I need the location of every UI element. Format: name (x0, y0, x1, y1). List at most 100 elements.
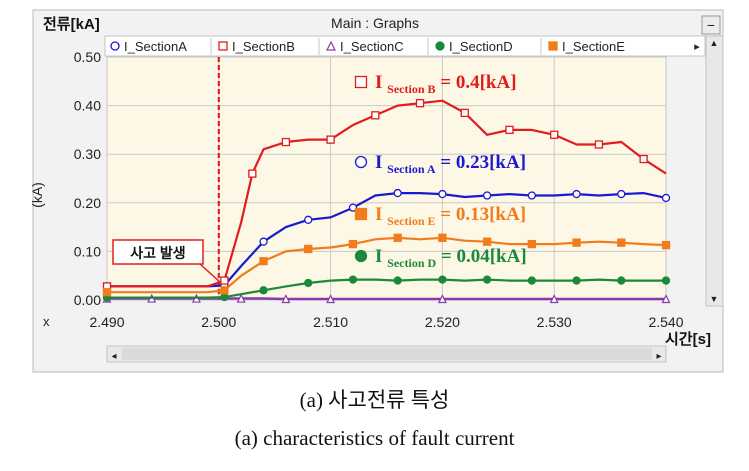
series-point-i-sectiond (527, 276, 536, 285)
x-tick-label: 2.530 (537, 314, 572, 330)
series-point-i-sectiona (661, 193, 671, 203)
y-tick-label: 0.00 (74, 292, 101, 308)
series-point-i-sectione (572, 238, 581, 247)
legend-label-i-sectiona: I_SectionA (124, 39, 187, 54)
series-line-i-sectiona (107, 192, 667, 288)
annotation-label: I Section E = 0.13[kA] (375, 204, 526, 228)
series-point-i-sectione (438, 233, 447, 242)
legend-marker-i-sectionb (218, 41, 228, 51)
series-point-i-sectione (348, 239, 358, 249)
series-point-i-sectionb (639, 154, 648, 164)
series-point-i-sectiond (572, 276, 581, 285)
scroll-down-icon[interactable]: ▼ (710, 294, 719, 304)
legend-label-i-sectione: I_SectionE (562, 39, 625, 54)
x-axis-marker: x (43, 314, 50, 329)
y-tick-label: 0.50 (74, 49, 101, 65)
fault-callout: 사고 발생 (112, 239, 222, 284)
annotation-label: I Section A = 0.23[kA] (375, 152, 526, 176)
series-point-i-sectiona (482, 191, 492, 200)
legend-label-i-sectionc: I_SectionC (340, 39, 404, 54)
y-tick-label: 0.10 (74, 243, 101, 259)
vertical-scrollbar[interactable]: ▲ ▼ (705, 35, 724, 307)
value-annotations: I Section B = 0.4[kA] I Section A = 0.23[… (354, 72, 527, 270)
caption-english: (a) characteristics of fault current (234, 426, 515, 450)
window-title: Main : Graphs (331, 15, 419, 31)
legend-bar (104, 35, 706, 57)
annotation-marker (354, 155, 368, 169)
fault-current-chart: 전류[kA] Main : Graphs − ▲ ▼ I_SectionA I_S… (29, 9, 724, 373)
x-tick-label: 2.490 (89, 314, 124, 330)
x-tick-label: 2.540 (648, 314, 683, 330)
y-axis-unit-label: (kA) (29, 182, 45, 208)
horizontal-scrollbar[interactable]: ◂ ▸ (106, 345, 667, 363)
series-point-i-sectionb (505, 125, 514, 135)
scroll-left-icon[interactable]: ◂ (111, 351, 116, 362)
annotation-marker (354, 75, 368, 89)
legend-label-i-sectionb: I_SectionB (232, 39, 295, 54)
annotation-i-sectiond: I Section D = 0.04[kA] (354, 246, 527, 270)
annotation-i-sectiona: I Section A = 0.23[kA] (354, 152, 526, 176)
series-point-i-sectionb (415, 99, 425, 108)
series-point-i-sectionc (326, 294, 336, 304)
annotation-marker (354, 249, 368, 263)
series-point-i-sectionb (550, 130, 559, 139)
series-point-i-sectiond (661, 276, 671, 285)
series-point-i-sectione (527, 239, 536, 249)
fault-callout-pointer (199, 263, 222, 284)
x-tick-label: 2.520 (425, 314, 460, 330)
series-point-i-sectiona (259, 237, 268, 246)
series-point-i-sectione (304, 244, 313, 254)
series-point-i-sectiona (617, 189, 626, 199)
series-point-i-sectionb (460, 108, 469, 118)
series-point-i-sectiond (393, 276, 402, 285)
series-point-i-sectione (220, 286, 229, 295)
series-point-i-sectione (617, 238, 626, 247)
scroll-thumb[interactable] (122, 348, 652, 360)
legend-marker-i-sectiona (110, 41, 120, 51)
series-point-i-sectionc (549, 294, 559, 304)
series-point-i-sectiona (572, 189, 581, 199)
y-tick-label: 0.40 (74, 98, 101, 114)
series-point-i-sectione (661, 240, 671, 250)
series-point-i-sectione (482, 237, 492, 246)
series-point-i-sectionb (371, 111, 380, 120)
series-point-i-sectione (259, 256, 268, 266)
series-point-i-sectionb (248, 169, 257, 178)
x-tick-label: 2.510 (313, 314, 348, 330)
scroll-up-icon[interactable]: ▲ (710, 38, 719, 48)
series-point-i-sectione (393, 233, 402, 242)
scroll-right-icon[interactable]: ▸ (656, 351, 661, 362)
legend-marker-i-sectiond (435, 41, 445, 51)
series-point-i-sectiond (438, 275, 447, 284)
minimize-button[interactable]: − (701, 15, 721, 35)
series-point-i-sectiona (304, 215, 313, 224)
legend-scroll-icon[interactable]: ▸ (694, 41, 700, 53)
series-point-i-sectionb (220, 276, 229, 285)
minimize-icon: − (707, 17, 715, 33)
series-point-i-sectionb (281, 137, 291, 147)
series-point-i-sectiond (259, 286, 268, 295)
annotation-label: I Section B = 0.4[kA] (375, 72, 517, 96)
series-point-i-sectionc (281, 294, 291, 304)
series-lines (102, 99, 671, 304)
annotation-marker (354, 207, 368, 221)
series-line-i-sectione (107, 236, 667, 294)
caption-korean: (a) 사고전류 특성 (299, 388, 450, 412)
series-point-i-sectiona (438, 189, 447, 199)
series-point-i-sectione (102, 288, 112, 297)
series-point-i-sectionb (594, 140, 604, 149)
y-axis-title: 전류[kA] (43, 16, 100, 33)
series-point-i-sectiona (348, 203, 358, 212)
legend: I_SectionA I_SectionB I_SectionC I_SectionD… (110, 38, 625, 55)
x-tick-labels: 2.490 2.500 2.510 2.520 2.530 2.540 (89, 314, 683, 330)
legend-marker-i-sectionc (326, 40, 336, 51)
series-point-i-sectionc (236, 293, 246, 303)
annotation-i-sectionb: I Section B = 0.4[kA] (354, 72, 517, 96)
series-point-i-sectiona (527, 191, 536, 200)
series-point-i-sectiond (482, 275, 492, 284)
series-point-i-sectiond (617, 276, 626, 285)
series-point-i-sectionb (326, 135, 335, 144)
series-point-i-sectiond (348, 275, 358, 284)
y-tick-labels: 0.00 0.10 0.20 0.30 0.40 0.50 (74, 49, 101, 308)
